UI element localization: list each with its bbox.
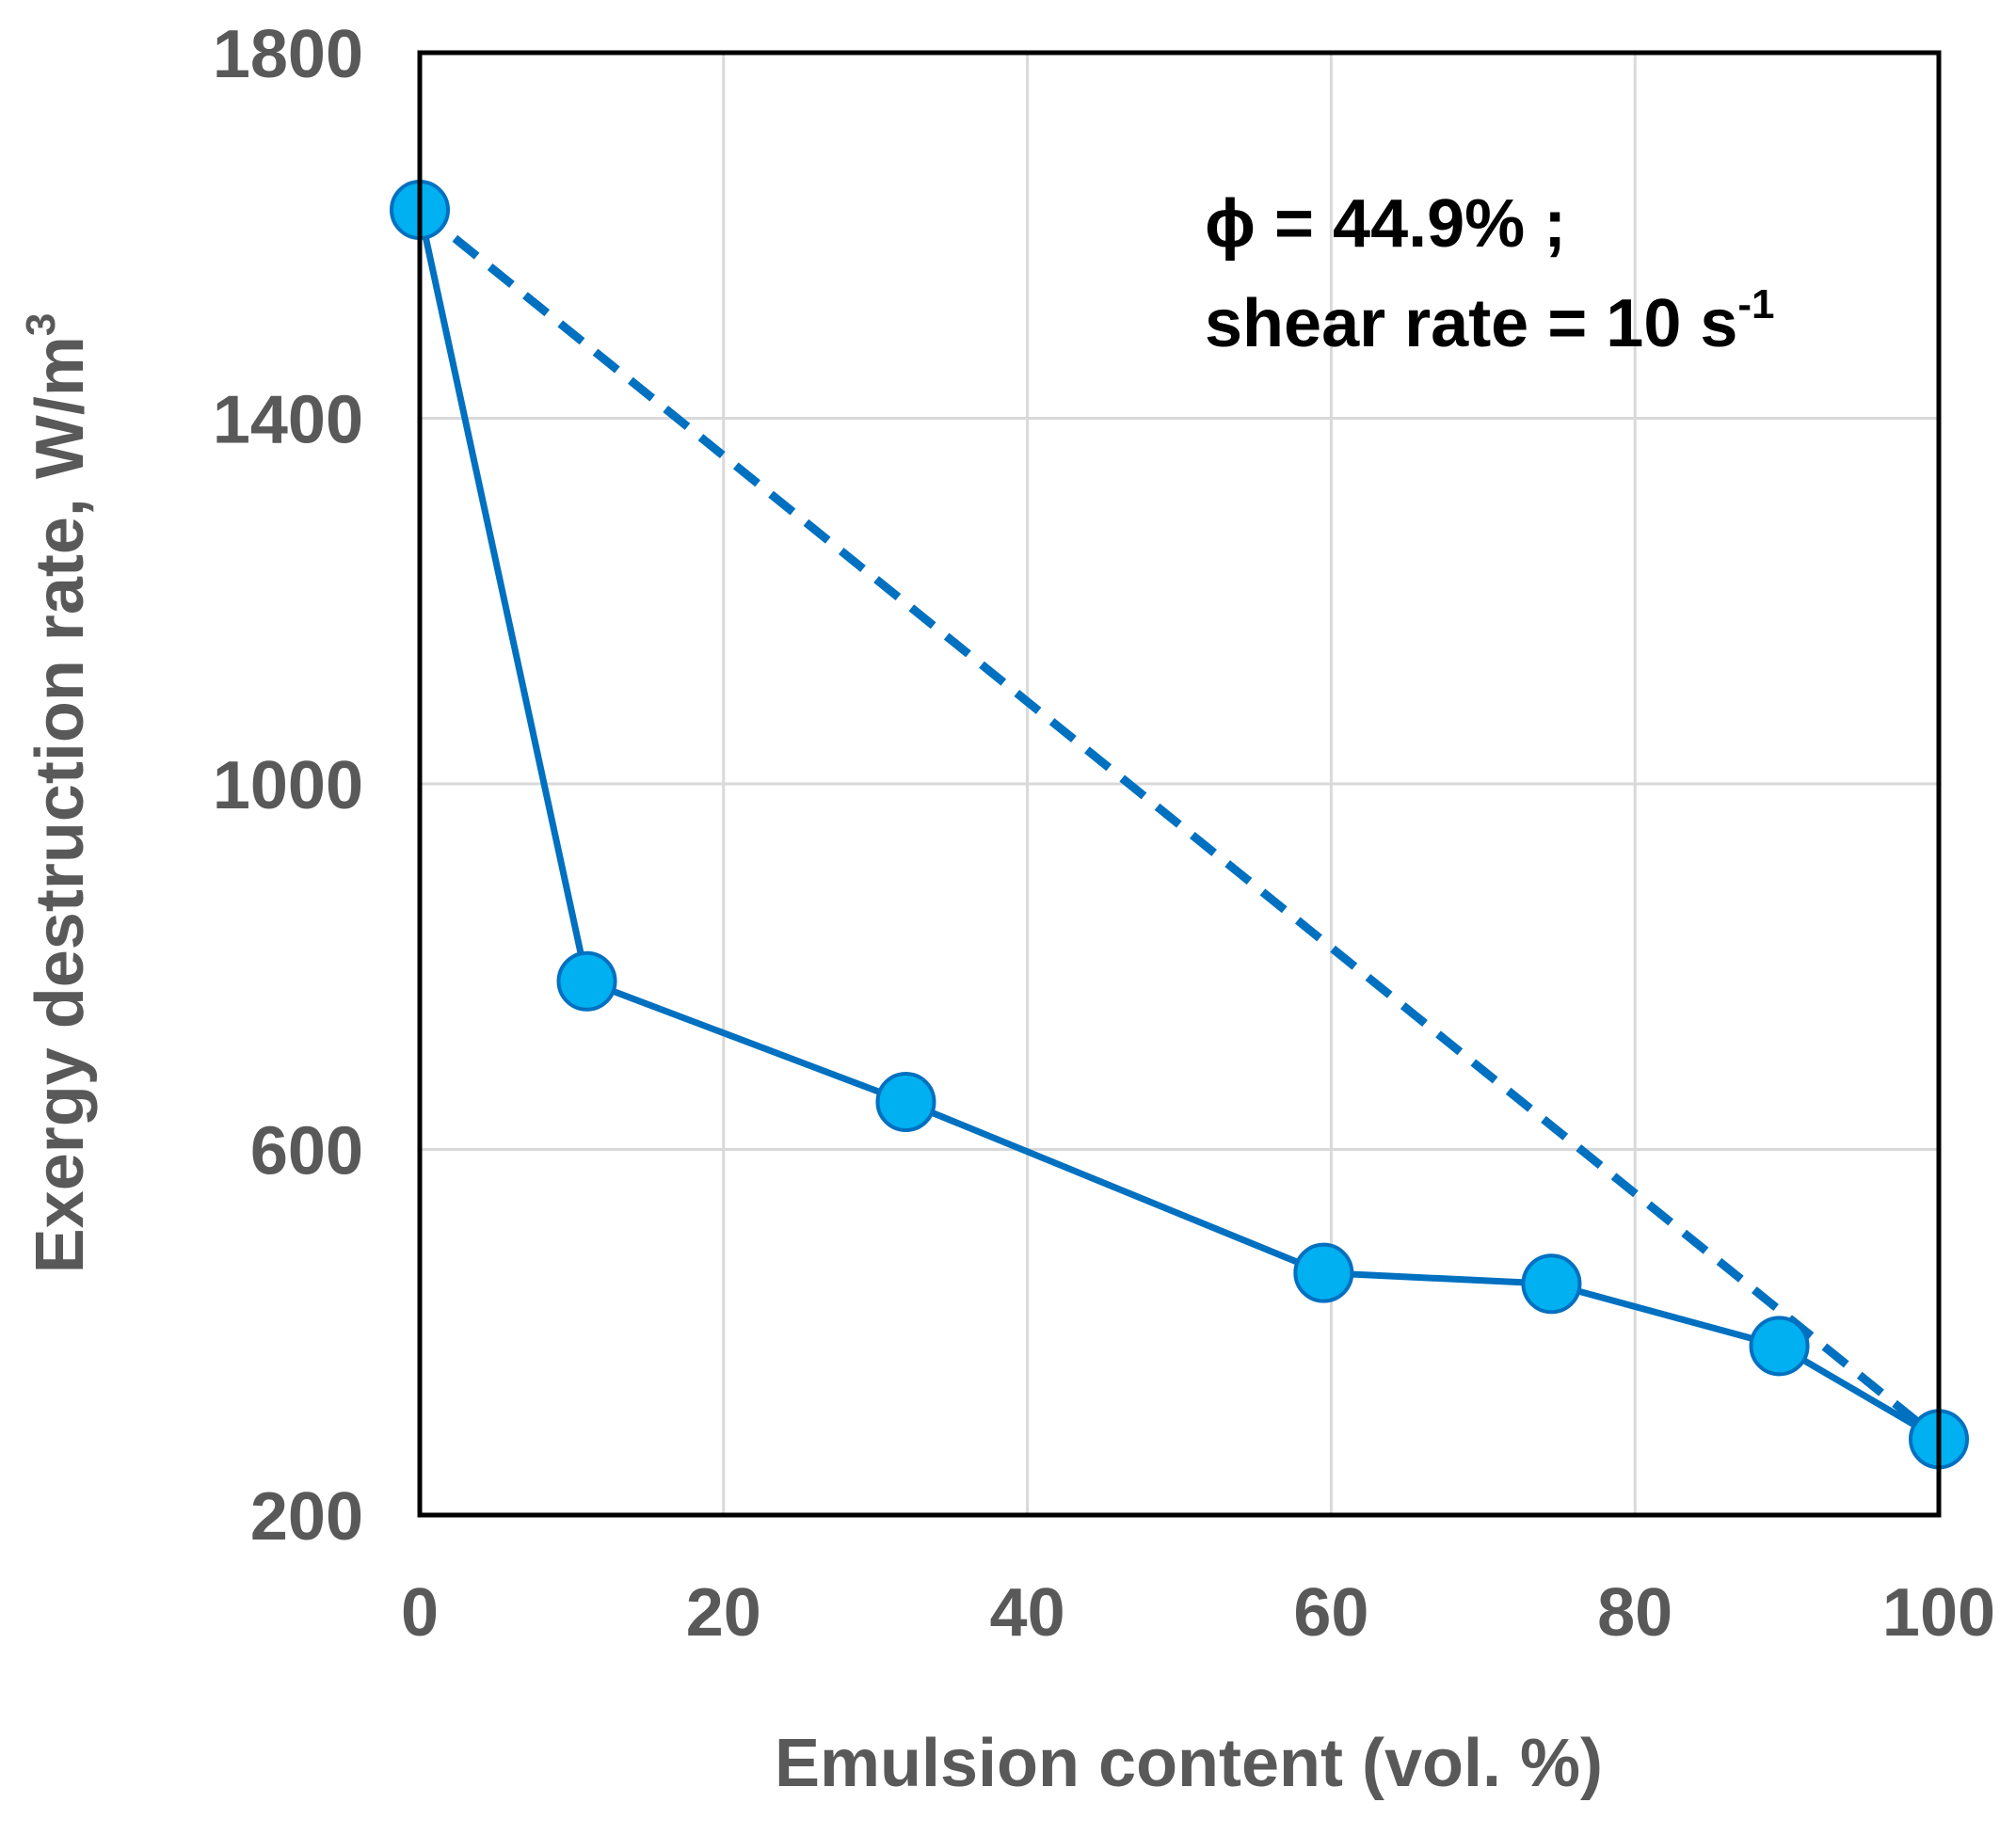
x-tick-label: 40 xyxy=(990,1575,1065,1651)
y-tick-label: 1400 xyxy=(213,383,363,458)
y-tick-label: 1000 xyxy=(213,748,363,823)
series-line-linear-mixing xyxy=(417,206,1942,1443)
y-axis-title: Exergy destruction rate, W/m3 xyxy=(18,313,98,1274)
data-point xyxy=(1749,1316,1810,1377)
annotation-shear-rate: shear rate = 10 s-1 xyxy=(1205,281,1775,361)
data-point xyxy=(556,950,617,1012)
y-tick-label: 600 xyxy=(250,1114,363,1189)
data-point xyxy=(1521,1253,1582,1315)
grid-lines xyxy=(420,53,1939,1515)
x-tick-label: 20 xyxy=(686,1575,761,1651)
plot-frame xyxy=(417,50,1942,1518)
x-axis-title: Emulsion content (vol. %) xyxy=(775,1726,1603,1801)
x-tick-label: 100 xyxy=(1882,1575,1995,1651)
x-tick-label: 0 xyxy=(401,1575,439,1651)
x-tick-label: 60 xyxy=(1293,1575,1368,1651)
y-tick-label: 200 xyxy=(250,1479,363,1555)
annotation-shear-rate-superscript: -1 xyxy=(1737,281,1774,327)
y-tick-labels: 200 600 1000 1400 1800 xyxy=(213,17,363,1555)
y-axis-title-main: Exergy destruction rate, W/m xyxy=(23,336,98,1273)
dashed-series xyxy=(417,206,1942,1443)
x-tick-labels: 0 20 40 60 80 100 xyxy=(401,1575,1995,1651)
y-tick-label: 1800 xyxy=(213,17,363,92)
data-point xyxy=(875,1071,936,1132)
x-tick-label: 80 xyxy=(1597,1575,1672,1651)
annotation-phi: ϕ = 44.9% ; xyxy=(1205,186,1566,262)
annotation-shear-rate-main: shear rate = 10 s xyxy=(1205,286,1737,361)
data-point xyxy=(1293,1242,1354,1303)
y-axis-title-superscript: 3 xyxy=(18,313,64,336)
